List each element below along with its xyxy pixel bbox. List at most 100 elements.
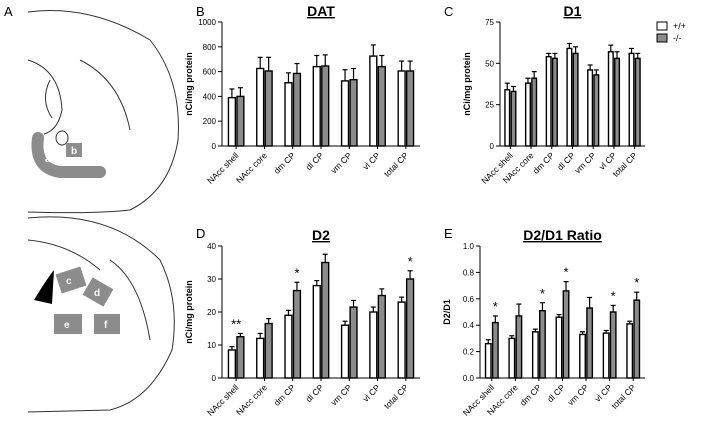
- bar: [292, 289, 302, 379]
- legend-label: -/-: [673, 33, 682, 43]
- y-tick-label: 50: [485, 59, 494, 68]
- significance-marker: *: [408, 254, 413, 269]
- y-tick-label: 0: [212, 374, 217, 383]
- legend-swatch: [656, 33, 668, 43]
- bar: [349, 78, 358, 147]
- region-label: a: [45, 154, 51, 165]
- y-tick-label: 400: [203, 92, 217, 101]
- y-tick-label: 600: [203, 68, 217, 77]
- bar: [524, 82, 531, 147]
- bar: [377, 65, 386, 147]
- bar: [626, 323, 634, 379]
- x-tick-label: vm CP: [329, 382, 354, 407]
- bar: [609, 311, 617, 379]
- x-tick-label: dm CP: [518, 382, 544, 408]
- bar: [593, 74, 600, 147]
- legend-swatch: [656, 21, 668, 31]
- bar: [369, 55, 378, 147]
- bar: [256, 337, 265, 379]
- y-tick-label: 40: [207, 242, 216, 251]
- bar: [508, 337, 516, 379]
- bar: [628, 52, 635, 147]
- x-tick-label: total CP: [609, 382, 638, 411]
- bar: [586, 307, 594, 379]
- x-tick-label: total CP: [382, 382, 411, 411]
- bar: [566, 47, 573, 147]
- y-tick-label: 800: [203, 43, 217, 52]
- y-tick-label: 0.2: [463, 348, 475, 357]
- x-tick-label: dl CP: [304, 150, 326, 172]
- panel-letter: B: [196, 4, 205, 19]
- y-tick-label: 200: [203, 117, 217, 126]
- x-tick-label: vl CP: [361, 382, 383, 404]
- chart-title: D1: [564, 3, 582, 19]
- y-axis-label: nCi/mg protein: [184, 280, 194, 344]
- panel-letter: D: [196, 226, 205, 241]
- x-tick-label: vm CP: [573, 150, 598, 175]
- significance-marker: *: [564, 265, 569, 280]
- bar: [633, 299, 641, 379]
- region-label: d: [94, 288, 100, 299]
- chart-title: DAT: [307, 3, 335, 19]
- significance-marker: *: [294, 265, 299, 280]
- panel-letter: A: [4, 4, 13, 19]
- brain-section-bottom: [27, 216, 175, 413]
- bar: [377, 294, 386, 379]
- x-tick-label: vl CP: [361, 150, 383, 172]
- region-d: [82, 277, 114, 307]
- bar: [545, 56, 552, 147]
- bar: [292, 72, 302, 147]
- x-tick-label: dm CP: [531, 150, 557, 176]
- bar: [555, 316, 563, 379]
- y-tick-label: 0.8: [463, 268, 475, 277]
- bar: [572, 52, 579, 147]
- bar: [256, 67, 265, 147]
- bar: [312, 284, 321, 379]
- bar: [284, 82, 293, 147]
- bar: [504, 89, 511, 147]
- bar: [397, 301, 406, 379]
- y-tick-label: 0: [490, 142, 495, 151]
- bar: [349, 306, 358, 379]
- bar: [484, 342, 492, 379]
- bar: [531, 331, 539, 379]
- bar: [634, 57, 641, 147]
- x-tick-label: dm CP: [272, 150, 298, 176]
- bar: [312, 65, 321, 147]
- x-tick-label: vm CP: [565, 382, 590, 407]
- y-tick-label: 20: [207, 308, 216, 317]
- bar: [236, 95, 245, 147]
- significance-marker: **: [231, 316, 241, 331]
- y-tick-label: 0: [212, 142, 217, 151]
- bar: [340, 80, 350, 147]
- bar: [284, 314, 293, 379]
- bar: [227, 96, 237, 147]
- bar: [515, 315, 523, 379]
- region-label: c: [66, 276, 72, 287]
- bar: [236, 336, 245, 379]
- bar: [551, 57, 558, 147]
- x-tick-label: dl CP: [304, 382, 326, 404]
- x-tick-label: total CP: [382, 150, 411, 179]
- bar: [562, 290, 570, 379]
- region-f: [94, 314, 120, 334]
- y-tick-label: 75: [485, 18, 494, 27]
- y-tick-label: 0.6: [463, 295, 475, 304]
- region-e: [54, 314, 82, 334]
- chart-title: D2/D1 Ratio: [523, 227, 602, 243]
- bar: [607, 51, 614, 147]
- significance-marker: *: [611, 288, 616, 303]
- bar: [602, 332, 610, 379]
- region-c: [55, 266, 87, 294]
- significance-marker: *: [493, 299, 498, 314]
- y-tick-label: 10: [207, 341, 216, 350]
- bar: [587, 69, 594, 147]
- region-label: b: [71, 146, 77, 157]
- bar: [491, 321, 499, 379]
- bar: [227, 349, 237, 379]
- chart-title: D2: [312, 227, 330, 243]
- bar: [405, 278, 415, 379]
- bar: [539, 309, 546, 379]
- x-tick-label: NAcc core: [234, 382, 269, 417]
